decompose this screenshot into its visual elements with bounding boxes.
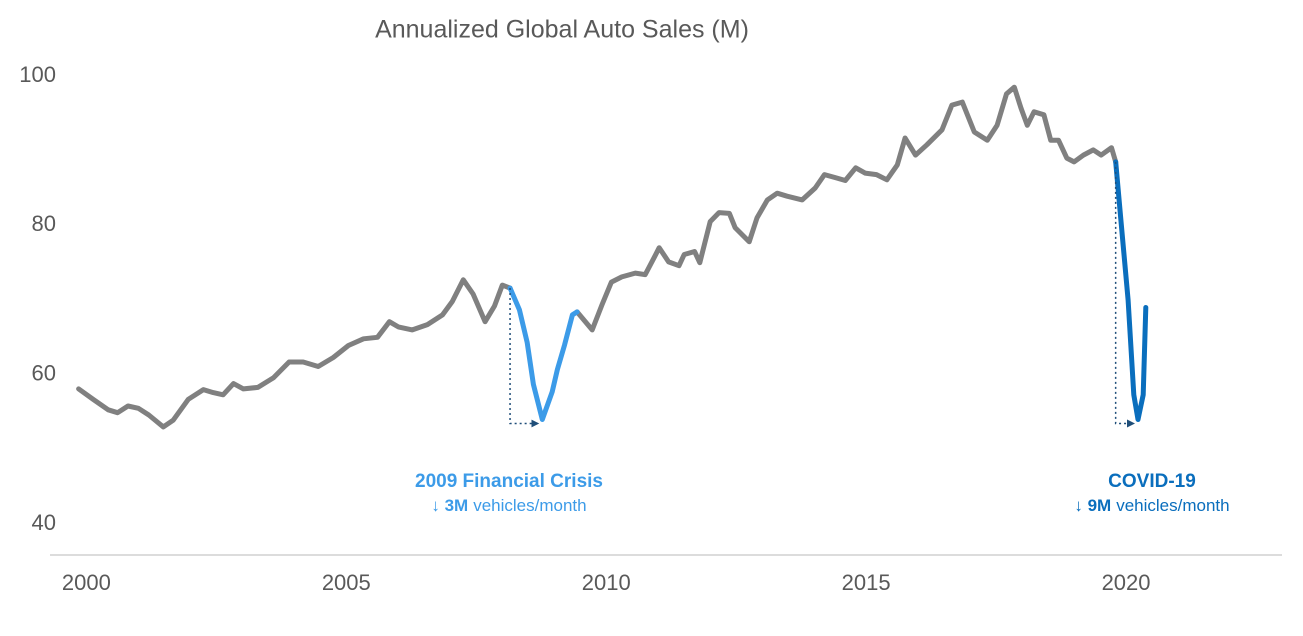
annotation-title: 2009 Financial Crisis: [415, 471, 603, 492]
annotation-detail: ↓ 3M vehicles/month: [431, 496, 586, 515]
annotation-detail-text: vehicles/month: [473, 496, 586, 515]
data-line: [507, 285, 580, 422]
drop-arrow: [509, 288, 540, 428]
annotation-detail-bold: ↓ 3M: [431, 496, 468, 515]
annotation-detail: ↓ 9M vehicles/month: [1074, 496, 1229, 515]
data-line: [1113, 159, 1149, 422]
y-tick-label: 80: [32, 211, 56, 236]
y-tick-label: 60: [32, 360, 56, 385]
drop-arrow: [1114, 161, 1136, 428]
annotation-detail-text: vehicles/month: [1116, 496, 1229, 515]
y-tick-label: 40: [32, 510, 56, 535]
x-tick-label: 2010: [582, 570, 631, 595]
x-tick-label: 2020: [1102, 570, 1151, 595]
annotation-title: COVID-19: [1108, 471, 1196, 492]
chart-title: Annualized Global Auto Sales (M): [375, 16, 749, 44]
annotation-detail-bold: ↓ 9M: [1074, 496, 1111, 515]
data-line: [76, 84, 1119, 430]
x-tick-label: 2015: [842, 570, 891, 595]
y-tick-label: 100: [19, 62, 56, 87]
x-tick-label: 2000: [62, 570, 111, 595]
x-tick-label: 2005: [322, 570, 371, 595]
